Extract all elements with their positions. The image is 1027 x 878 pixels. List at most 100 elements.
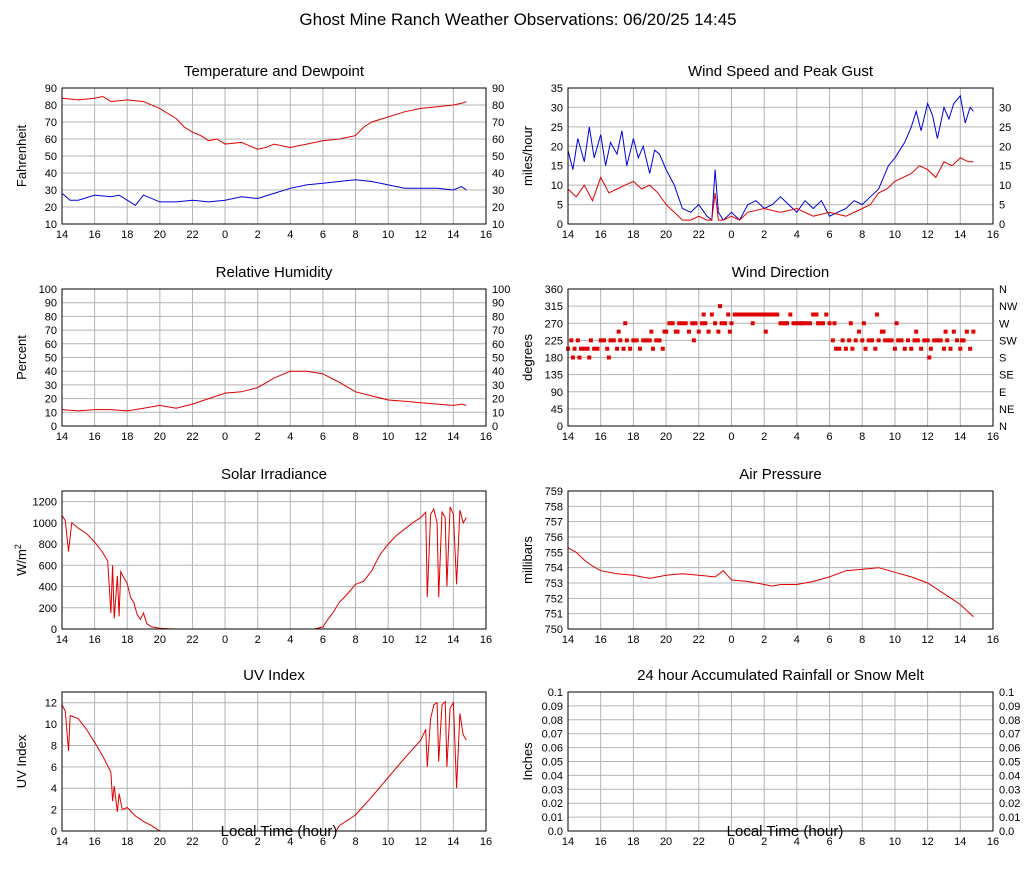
x-tick-label: 12 [921,634,933,646]
series-line-0 [567,547,974,618]
plot-frame [567,87,994,225]
scatter-point [959,338,964,343]
x-tick-label: 12 [415,431,427,443]
x-tick-label: 8 [352,634,358,646]
scatter-point [649,329,654,334]
x-tick-label: 6 [320,229,326,241]
y-tick-label-right: 0.0 [999,826,1014,838]
scatter-point [719,321,724,326]
scatter-point [899,338,904,343]
y-tick-label: 400 [39,582,57,594]
y-tick-label: 0 [51,421,57,433]
y-tick-label: 100 [39,284,57,296]
y-tick-label-right: S [999,353,1006,365]
x-tick-label: 22 [693,836,705,848]
scatter-point [811,312,816,317]
y-tick-label: 80 [45,311,57,323]
scatter-point [683,321,688,326]
y-tick-label-right: 15 [999,161,1011,173]
scatter-point [925,338,930,343]
y-axis-label: miles/hour [520,125,535,186]
x-tick-label: 16 [987,229,999,241]
chart-title: Wind Direction [732,264,830,281]
x-tick-label: 14 [954,431,966,443]
plot-frame [567,490,994,630]
y-tick-label: 6 [51,762,57,774]
scatter-point [739,312,744,317]
scatter-point [615,346,620,351]
scatter-point [598,338,603,343]
y-tick-label: 758 [545,501,563,513]
y-tick-label-right: 90 [492,298,504,310]
scatter-point [847,338,852,343]
y-tick-label: 60 [45,339,57,351]
y-axis-label: degrees [520,334,535,381]
scatter-point [848,321,853,326]
scatter-point [634,338,639,343]
y-tick-label: 30 [551,102,563,114]
scatter-point [883,338,888,343]
scatter-point [690,321,695,326]
x-tick-label: 2 [761,634,767,646]
y-tick-label-right: 40 [492,366,504,378]
scatter-point [943,329,948,334]
scatter-point [763,329,768,334]
x-tick-label: 14 [562,634,574,646]
x-tick-label: 14 [954,229,966,241]
y-tick-label-right: 0.01 [999,812,1020,824]
scatter-point [570,355,575,360]
x-tick-label: 16 [88,836,100,848]
y-tick-label-right: 0.1 [999,687,1014,699]
x-tick-label: 12 [921,229,933,241]
y-tick-label-right: 30 [999,102,1011,114]
x-tick-label: 12 [415,634,427,646]
y-tick-label: 20 [551,141,563,153]
x-tick-label: 6 [320,836,326,848]
scatter-point [716,329,721,334]
x-tick-label: 2 [255,431,261,443]
scatter-point [932,338,937,343]
x-tick-label: 14 [56,634,68,646]
x-tick-label: 4 [794,634,800,646]
y-tick-label-right: 40 [492,168,504,180]
scatter-point [964,329,969,334]
y-tick-label: 50 [45,151,57,163]
scatter-point [736,312,740,317]
x-tick-label: 16 [987,634,999,646]
scatter-point [601,338,606,343]
x-tick-label: 2 [761,229,767,241]
plot-frame [61,288,487,427]
x-tick-label: 18 [627,836,639,848]
scatter-point [771,312,776,317]
y-tick-label: 180 [545,353,563,365]
x-tick-label: 18 [121,229,133,241]
x-tick-label: 4 [794,836,800,848]
scatter-point [727,329,732,334]
scatter-point [873,346,878,351]
x-tick-label: 14 [447,431,459,443]
series-line-0 [61,506,467,630]
y-tick-label: 25 [551,122,563,134]
scatter-point [582,346,587,351]
y-tick-label: 1200 [33,497,57,509]
scatter-point [726,312,731,317]
y-tick-label-right: 0.04 [999,770,1020,782]
scatter-point [827,321,832,326]
scatter-point [722,321,727,326]
x-tick-label: 4 [287,229,293,241]
y-tick-label: 20 [45,394,57,406]
y-tick-label: 755 [545,547,563,559]
x-tick-label: 16 [480,836,492,848]
chart-title: Temperature and Dewpoint [184,63,365,80]
x-tick-label: 22 [693,229,705,241]
x-tick-label: 18 [627,431,639,443]
x-tick-label: 4 [287,431,293,443]
y-tick-label-right: 100 [492,284,510,296]
y-tick-label: 750 [545,624,563,636]
scatter-point [732,312,737,317]
y-tick-label: 757 [545,517,563,529]
y-tick-label-right: 0 [492,421,498,433]
y-tick-label-right: 50 [492,353,504,365]
y-tick-label: 12 [45,698,57,710]
scatter-point [968,346,973,351]
